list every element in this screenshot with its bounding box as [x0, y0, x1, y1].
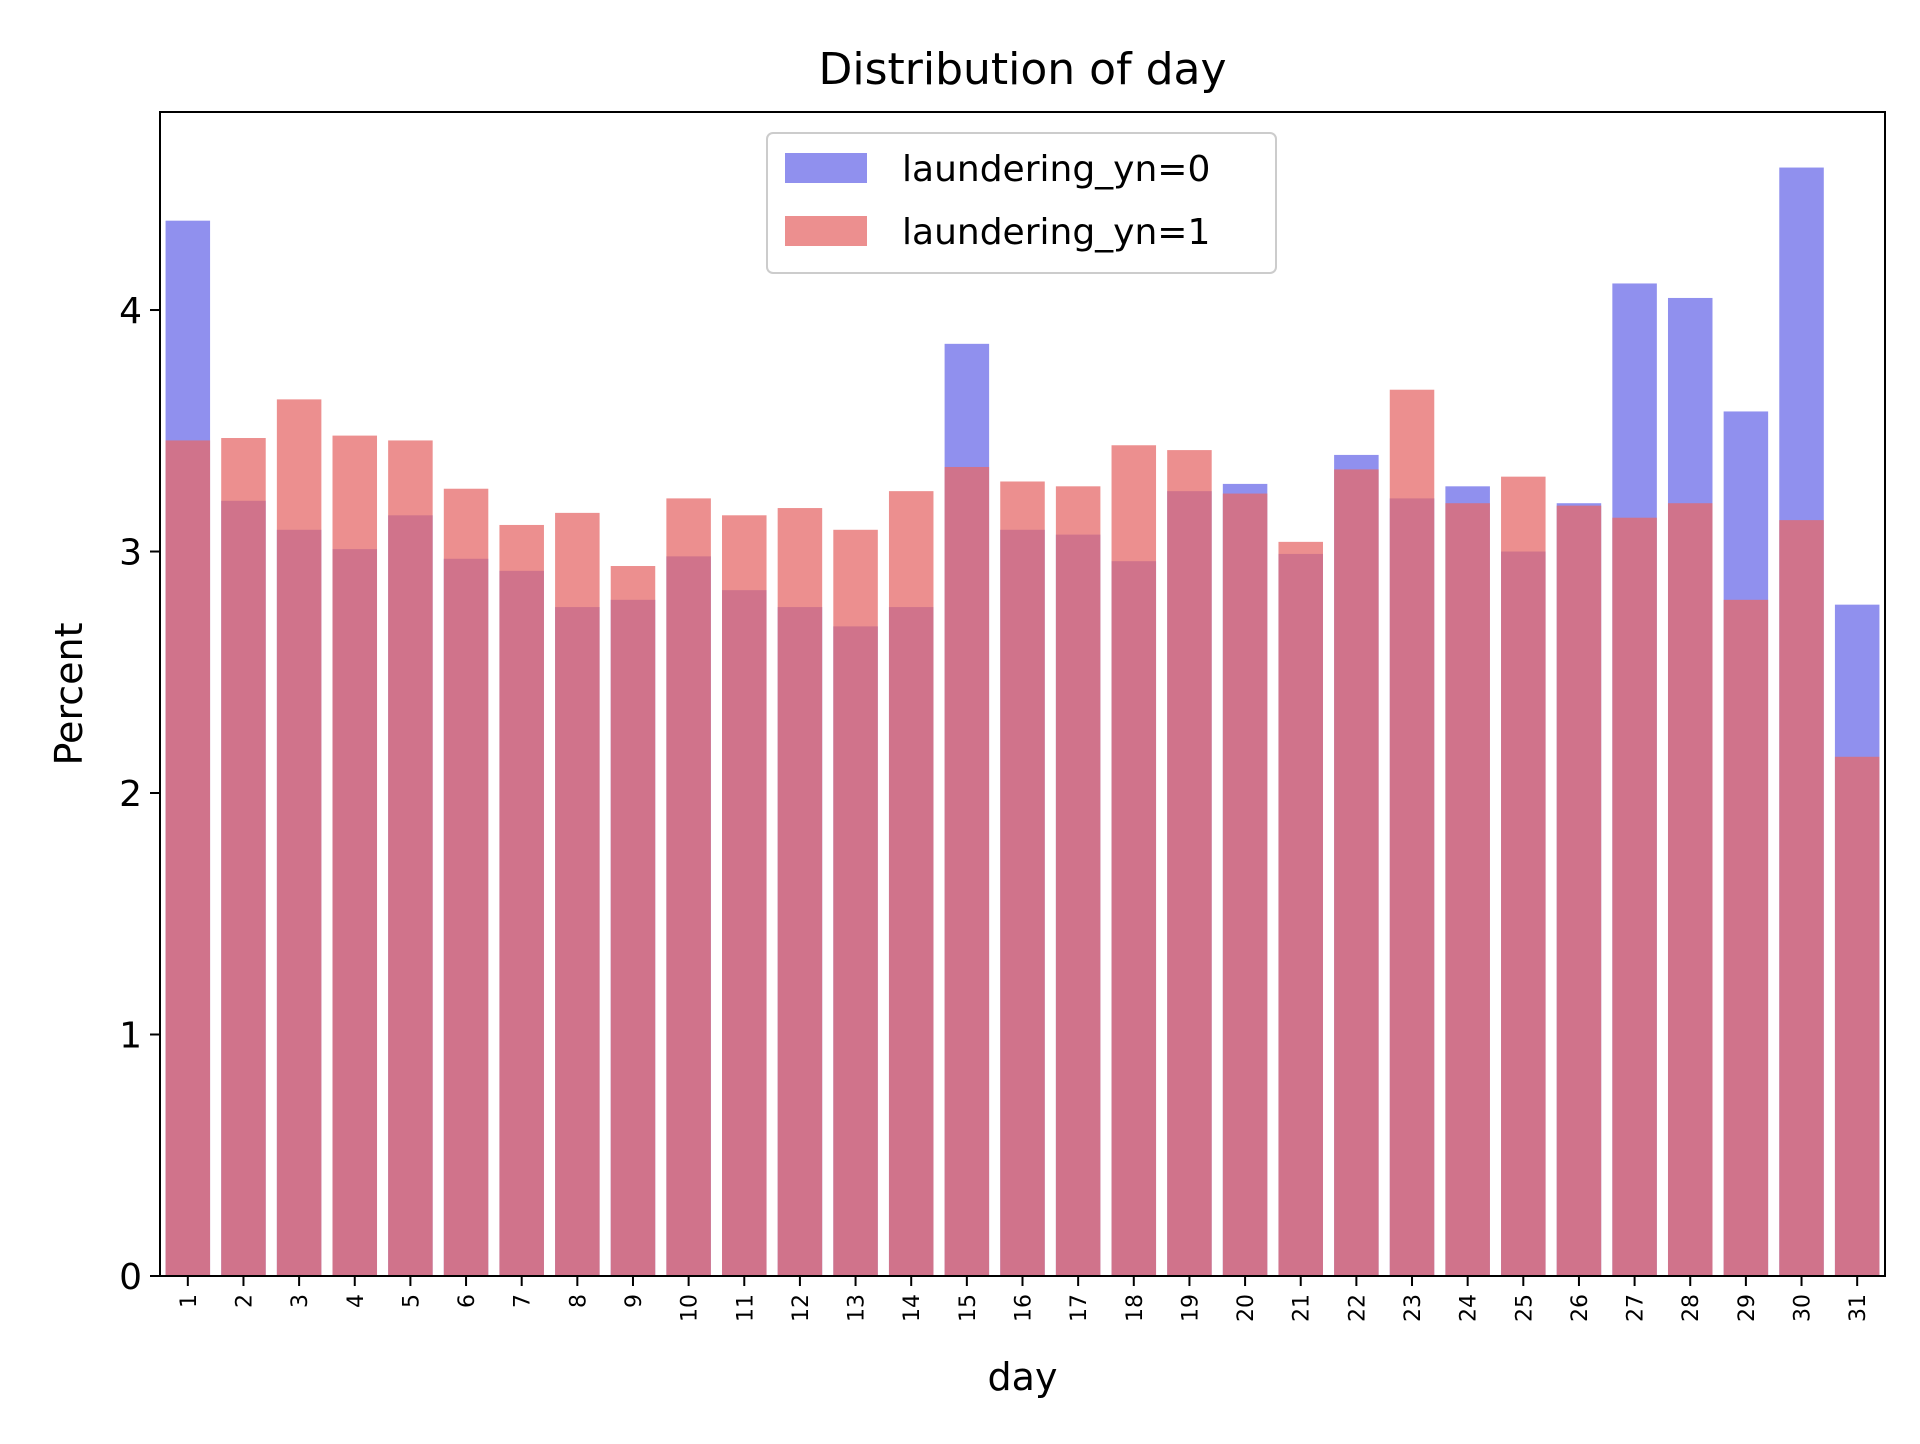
y-tick-label: 4 — [119, 291, 142, 332]
bar-series1-day-5 — [388, 440, 433, 1277]
x-tick-label: 28 — [1679, 1294, 1704, 1322]
plot-frame — [159, 111, 1886, 1277]
legend-box — [766, 132, 1277, 274]
x-tick-label: 3 — [288, 1294, 313, 1308]
bar-series1-day-19 — [1167, 450, 1212, 1276]
bar-series1-day-27 — [1612, 517, 1657, 1276]
y-tick-label: 0 — [119, 1257, 142, 1298]
bar-series1-day-9 — [610, 566, 656, 1276]
bar-series1-day-22 — [1334, 469, 1379, 1277]
legend: laundering_yn=0 laundering_yn=1 — [766, 132, 1277, 274]
x-tick-label: 7 — [511, 1294, 536, 1308]
bar-series1-day-31 — [1834, 756, 1880, 1276]
bars-layer — [165, 167, 1880, 1277]
x-tick-label: 5 — [399, 1294, 424, 1308]
bar-series1-day-10 — [666, 498, 711, 1277]
x-tick-label: 26 — [1568, 1294, 1593, 1322]
bar-series1-day-25 — [1501, 476, 1546, 1276]
legend-label-laundering-1: laundering_yn=1 — [902, 212, 1210, 253]
x-tick-label: 11 — [733, 1294, 758, 1322]
bar-series1-day-1 — [165, 440, 211, 1277]
bar-series1-day-24 — [1445, 503, 1490, 1276]
bar-series1-day-23 — [1389, 389, 1435, 1276]
bar-series1-day-8 — [555, 512, 600, 1276]
legend-label-laundering-0: laundering_yn=0 — [902, 149, 1210, 190]
bar-series1-day-3 — [276, 399, 322, 1277]
bar-series1-day-12 — [777, 508, 823, 1276]
bar-series1-day-6 — [443, 488, 489, 1276]
x-tick-label: 22 — [1345, 1294, 1370, 1322]
x-tick-label: 20 — [1234, 1294, 1259, 1322]
x-tick-label: 21 — [1290, 1294, 1315, 1322]
x-tick-label: 17 — [1067, 1294, 1092, 1322]
x-tick-label: 31 — [1846, 1294, 1871, 1322]
x-tick-label: 6 — [455, 1294, 480, 1308]
legend-swatch-laundering-1 — [785, 216, 867, 246]
x-tick-label: 9 — [622, 1294, 647, 1308]
x-tick-label: 12 — [789, 1294, 814, 1322]
x-tick-label: 24 — [1457, 1294, 1482, 1322]
y-tick-label: 3 — [119, 533, 142, 574]
y-axis-label: Percent — [47, 623, 91, 766]
x-tick-label: 27 — [1624, 1294, 1649, 1322]
x-tick-label: 19 — [1178, 1294, 1203, 1322]
bar-series1-day-11 — [722, 515, 767, 1276]
bar-series1-day-18 — [1111, 445, 1157, 1276]
x-tick-label: 2 — [232, 1294, 257, 1308]
x-tick-label: 16 — [1012, 1294, 1037, 1322]
x-tick-label: 1 — [177, 1294, 202, 1308]
bar-series1-day-13 — [833, 529, 878, 1276]
y-ticks: 0 1 2 3 4 — [119, 291, 160, 1298]
bar-series1-day-28 — [1667, 503, 1713, 1276]
x-tick-label: 13 — [845, 1294, 870, 1322]
bar-series1-day-4 — [332, 435, 378, 1276]
x-tick-label: 15 — [956, 1294, 981, 1322]
bar-series1-day-20 — [1222, 493, 1268, 1276]
x-tick-label: 8 — [566, 1294, 591, 1308]
x-ticks: 1 2 3 4 5 6 7 8 9 10 11 12 13 14 15 16 17 18 19 20 21 22 23 24 2… — [177, 1276, 1871, 1322]
x-tick-label: 23 — [1401, 1294, 1426, 1322]
bar-series1-day-26 — [1556, 505, 1602, 1276]
y-tick-label: 2 — [119, 774, 142, 815]
x-tick-label: 30 — [1791, 1294, 1816, 1322]
x-tick-label: 29 — [1735, 1294, 1760, 1322]
bar-series1-day-29 — [1723, 599, 1769, 1276]
x-tick-label: 14 — [900, 1294, 925, 1322]
legend-swatch-laundering-0 — [785, 153, 867, 183]
x-tick-label: 25 — [1512, 1294, 1537, 1322]
bar-series1-day-15 — [944, 466, 990, 1276]
x-tick-label: 4 — [344, 1294, 369, 1308]
chart-title: Distribution of day — [818, 44, 1226, 95]
bar-series1-day-17 — [1055, 486, 1101, 1277]
x-tick-label: 10 — [678, 1294, 703, 1322]
bar-series1-day-2 — [221, 438, 266, 1276]
y-tick-label: 1 — [119, 1016, 142, 1057]
x-tick-label: 18 — [1123, 1294, 1148, 1322]
bar-series1-day-21 — [1278, 541, 1323, 1276]
x-axis-label: day — [988, 1355, 1058, 1399]
bar-series1-day-30 — [1779, 520, 1824, 1276]
bar-series1-day-16 — [1000, 481, 1045, 1276]
bar-series1-day-7 — [499, 524, 544, 1276]
bar-series1-day-14 — [888, 491, 934, 1276]
